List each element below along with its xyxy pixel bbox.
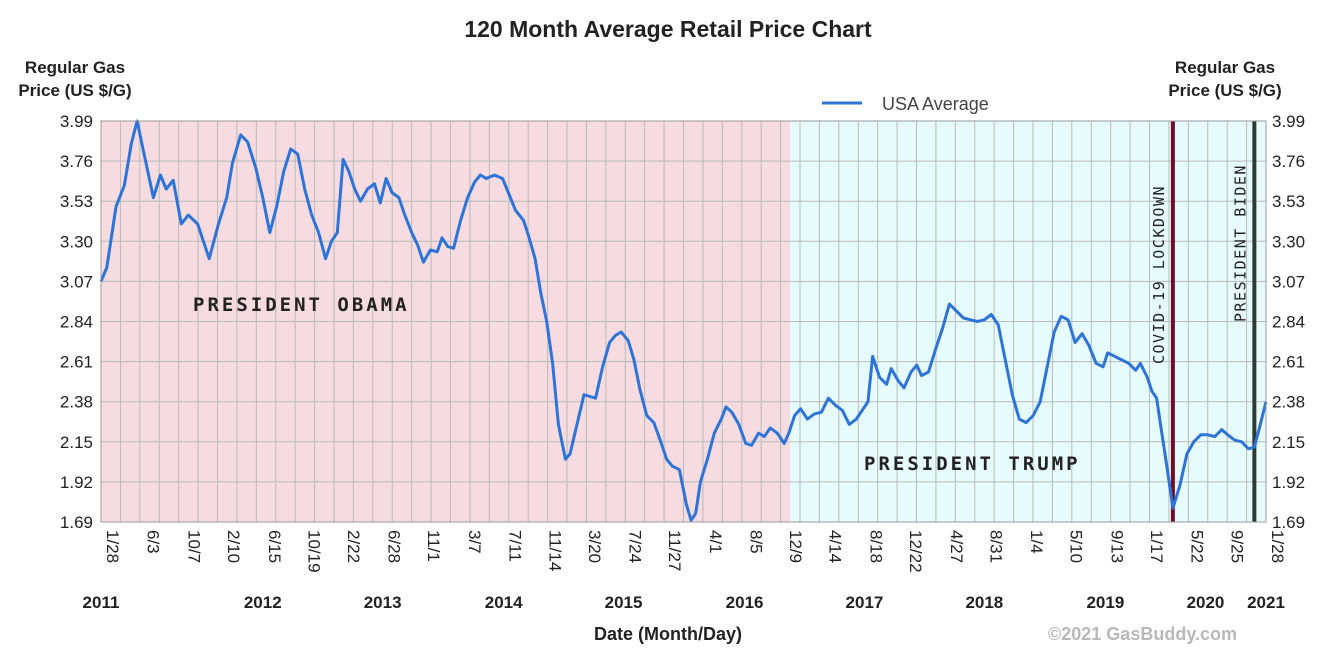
x-tick-label: 3/7: [465, 530, 484, 554]
x-tick-label: 5/10: [1067, 530, 1086, 563]
x-tick-label: 10/19: [304, 530, 323, 573]
y-axis-label-right-line1: Regular Gas: [1174, 58, 1276, 77]
y-tick-label-right: 3.30: [1272, 232, 1305, 251]
y-axis-label-left-line1: Regular Gas: [24, 58, 126, 77]
chart-axes: 3.99 3.99 3.76 3.76 3.53 3.53 3.30 3.30 3.07 3.07…: [60, 112, 1305, 612]
y-tick-label-left: 3.30: [60, 232, 93, 251]
y-tick-label-left: 3.07: [60, 272, 93, 291]
year-label: 2012: [244, 593, 282, 612]
y-tick-label-left: 3.53: [60, 192, 93, 211]
y-tick-label-right: 3.76: [1272, 152, 1305, 171]
copyright-text: ©2021 GasBuddy.com: [1048, 624, 1237, 644]
y-tick-label-right: 2.61: [1272, 353, 1305, 372]
x-tick-label: 6/3: [144, 530, 163, 554]
year-label: 2016: [726, 593, 764, 612]
annotation-covid-lockdown: COVID-19 LOCKDOWN: [1150, 185, 1168, 364]
x-tick-label: 8/31: [986, 530, 1005, 563]
y-tick-label-left: 2.61: [60, 353, 93, 372]
x-tick-label: 3/20: [585, 530, 604, 563]
y-tick-label-left: 2.38: [60, 393, 93, 412]
chart-title: 120 Month Average Retail Price Chart: [464, 16, 872, 42]
x-tick-label: 11/27: [665, 530, 684, 571]
x-tick-label: 1/28: [103, 530, 122, 563]
year-label: 2011: [83, 593, 120, 612]
y-tick-label-right: 3.99: [1272, 112, 1305, 131]
year-label: 2013: [364, 593, 402, 612]
x-tick-label: 1/17: [1147, 530, 1166, 563]
year-label: 2019: [1086, 593, 1124, 612]
year-label: 2020: [1187, 593, 1225, 612]
x-tick-label: 7/24: [626, 530, 645, 563]
x-tick-label: 11/1: [424, 530, 443, 562]
y-tick-label-right: 2.15: [1272, 433, 1305, 452]
y-tick-label-right: 2.38: [1272, 393, 1305, 412]
x-tick-label: 8/5: [747, 530, 766, 554]
x-tick-label: 5/22: [1188, 530, 1207, 563]
annotation-president-obama: PRESIDENT OBAMA: [193, 294, 410, 316]
y-tick-label-left: 2.84: [60, 313, 93, 332]
annotation-president-biden: PRESIDENT BIDEN: [1231, 164, 1249, 322]
x-tick-label: 11/14: [545, 530, 564, 571]
y-tick-label-left: 3.99: [60, 112, 93, 131]
x-tick-label: 9/25: [1227, 530, 1246, 563]
x-tick-label: 8/18: [866, 530, 885, 563]
x-tick-label: 7/11: [506, 530, 525, 562]
x-tick-label: 12/9: [786, 530, 805, 563]
year-label: 2015: [605, 593, 643, 612]
x-tick-label: 9/13: [1107, 530, 1126, 563]
x-tick-label: 4/27: [947, 530, 966, 563]
x-tick-label: 1/4: [1027, 530, 1046, 554]
annotation-president-trump: PRESIDENT TRUMP: [864, 453, 1081, 475]
legend-label: USA Average: [882, 94, 989, 114]
y-tick-label-left: 2.15: [60, 433, 93, 452]
y-tick-label-right: 2.84: [1272, 313, 1305, 332]
x-tick-label: 6/28: [385, 530, 404, 563]
chart-legend: USA Average: [822, 94, 989, 114]
x-tick-label: 4/1: [706, 530, 725, 554]
year-label: 2014: [485, 593, 523, 612]
y-tick-label-right: 3.53: [1272, 192, 1305, 211]
y-tick-label-right: 1.92: [1272, 473, 1305, 492]
y-tick-label-left: 1.69: [60, 513, 93, 532]
x-tick-label: 12/22: [906, 530, 925, 573]
x-tick-label: 4/14: [826, 530, 845, 563]
x-tick-label: 1/28: [1268, 530, 1287, 563]
y-tick-label-left: 1.92: [60, 473, 93, 492]
year-label: 2021: [1247, 593, 1285, 612]
year-label: 2017: [846, 593, 884, 612]
x-tick-label: 2/10: [224, 530, 243, 563]
x-tick-label: 2/22: [344, 530, 363, 563]
year-label: 2018: [965, 593, 1003, 612]
y-axis-label-left-line2: Price (US $/G): [18, 81, 132, 100]
y-axis-label-right: Regular Gas Price (US $/G): [1150, 56, 1300, 102]
x-axis-label: Date (Month/Day): [594, 624, 742, 644]
series-line-usa-average: [99, 119, 1268, 522]
x-tick-label: 10/7: [184, 530, 203, 563]
series-lines: [99, 119, 1268, 522]
chart-annotations: PRESIDENT OBAMA PRESIDENT TRUMP COVID-19 L…: [193, 164, 1249, 475]
y-axis-label-left: Regular Gas Price (US $/G): [0, 56, 150, 102]
y-tick-label-left: 3.76: [60, 152, 93, 171]
y-tick-label-right: 1.69: [1272, 513, 1305, 532]
y-axis-label-right-line2: Price (US $/G): [1168, 81, 1282, 100]
plot-border: [100, 120, 1267, 523]
y-tick-label-right: 3.07: [1272, 272, 1305, 291]
chart-grid: [100, 120, 1267, 523]
x-tick-label: 6/15: [265, 530, 284, 563]
event-markers: [1170, 121, 1257, 522]
